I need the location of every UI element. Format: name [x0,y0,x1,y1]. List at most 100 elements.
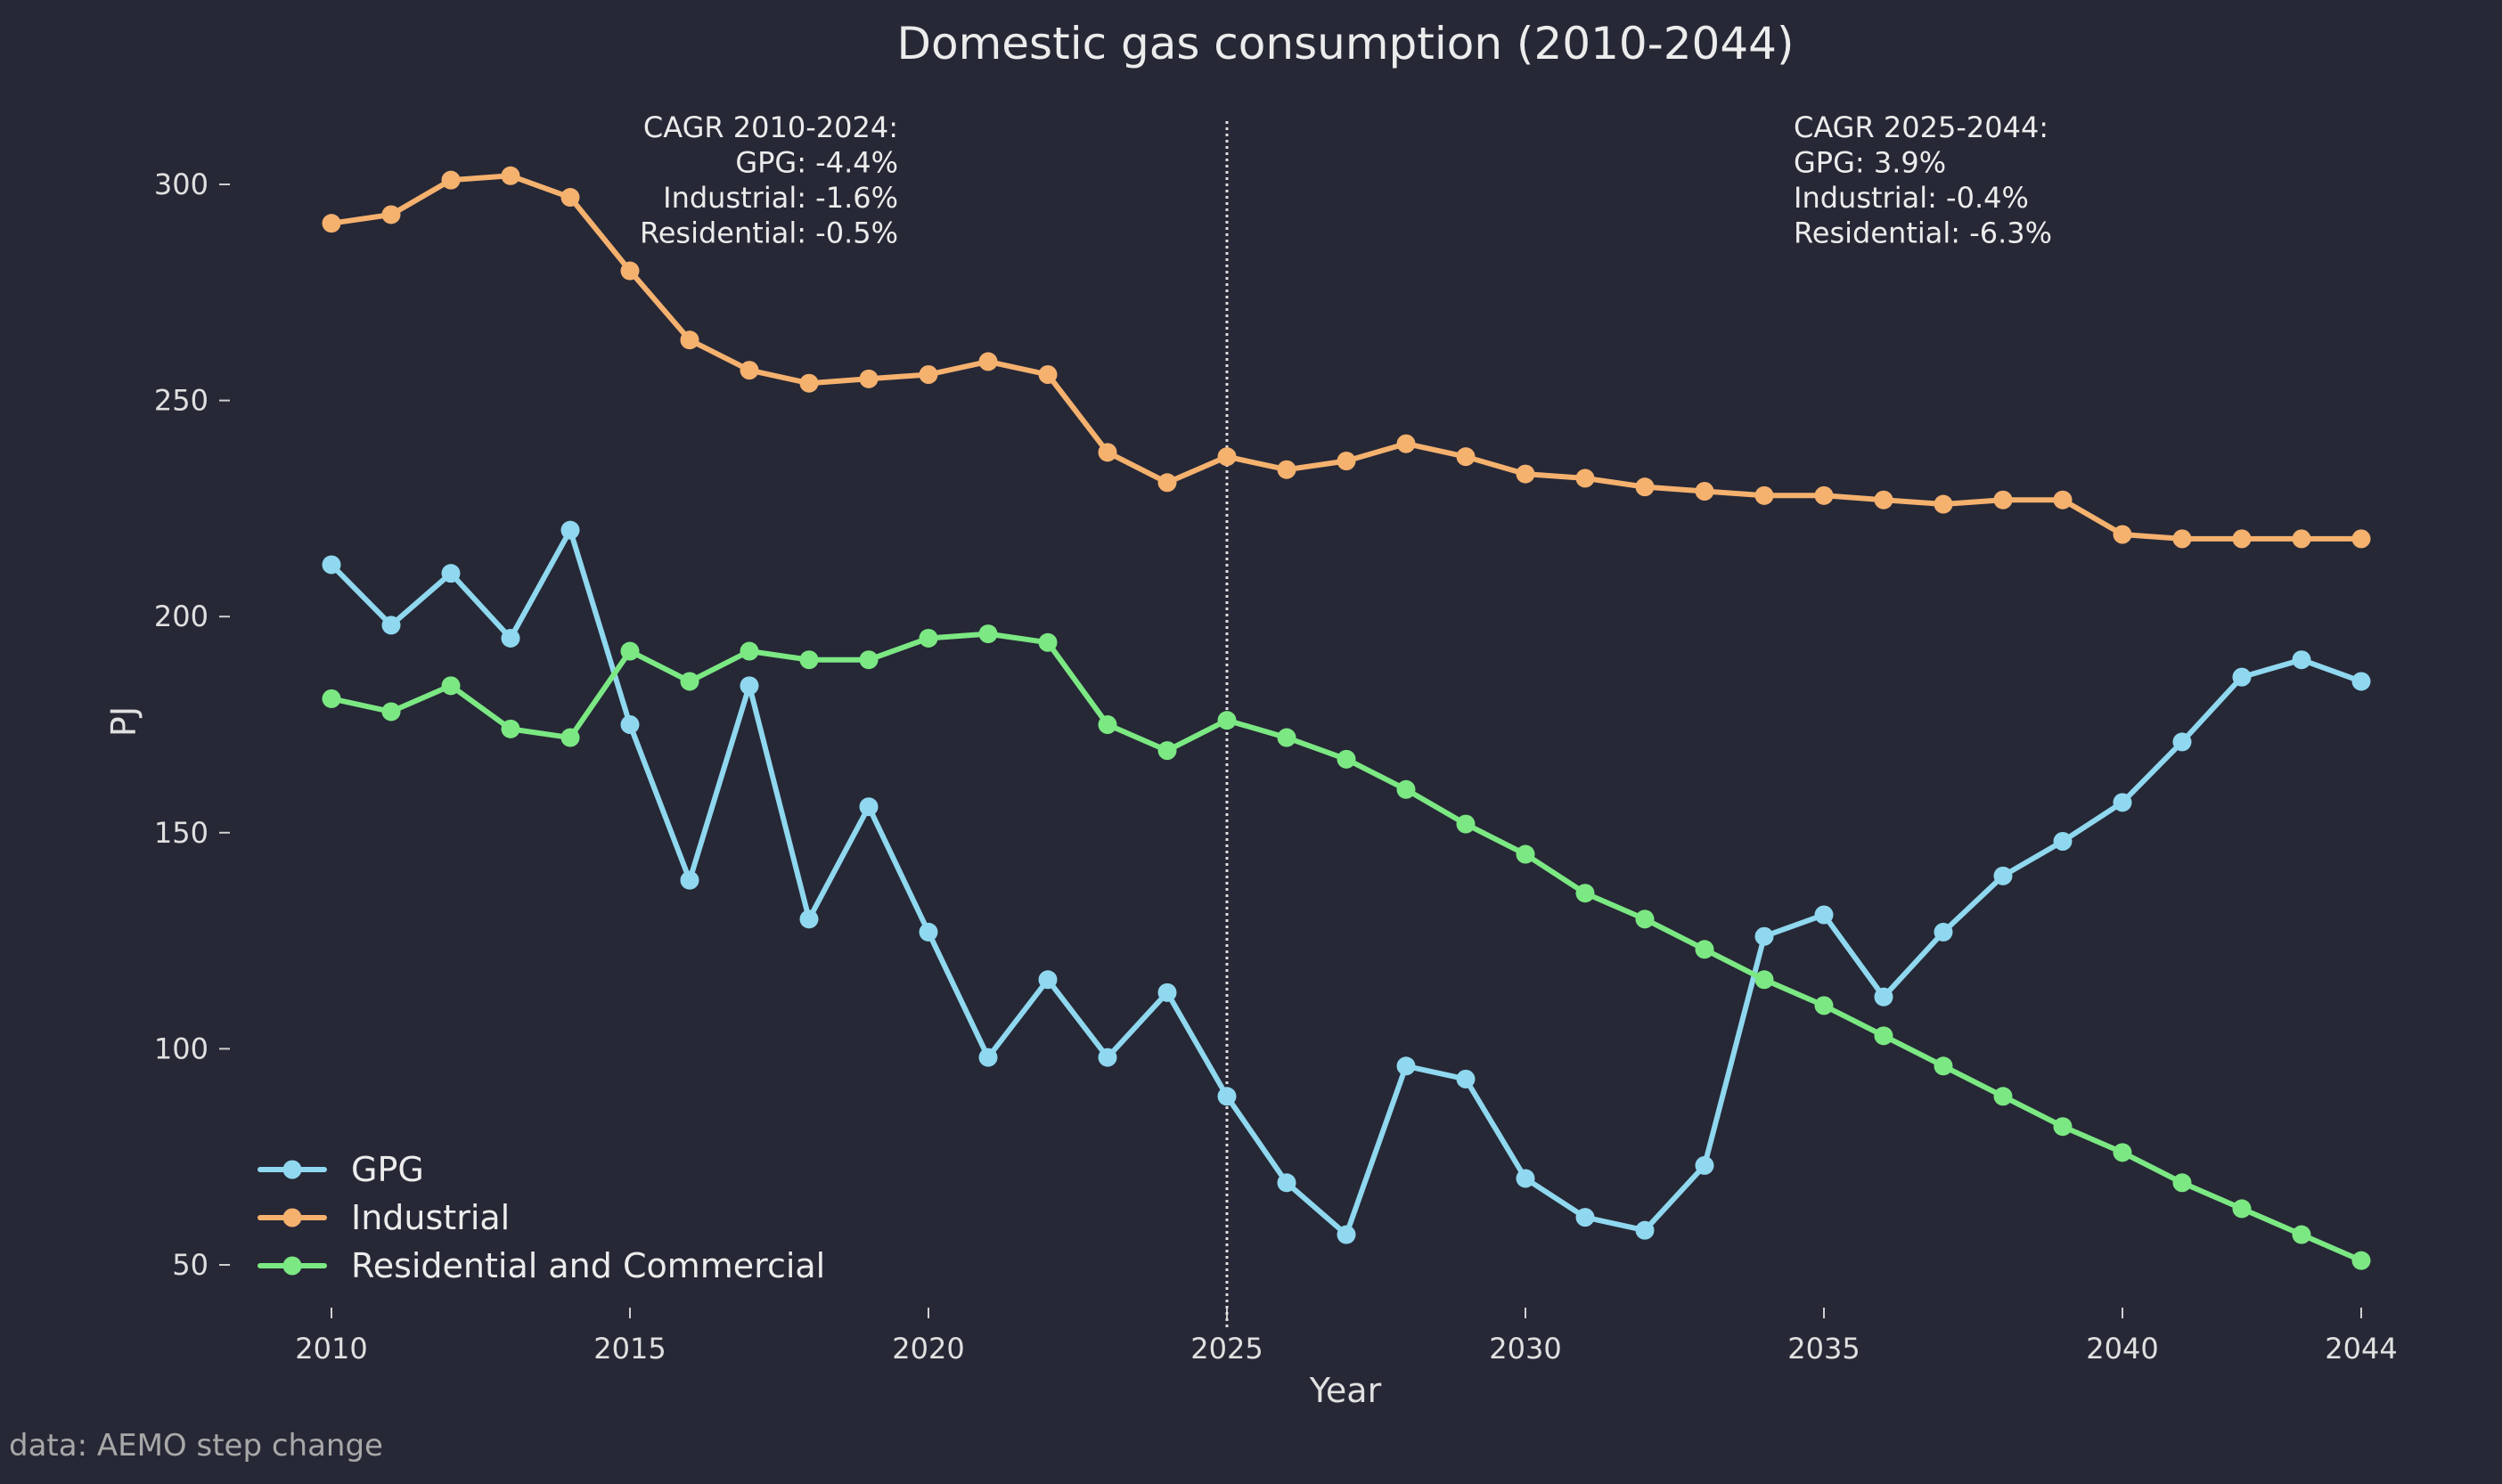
point-residential-and-commercial [1814,996,1834,1015]
point-gpg [1575,1208,1595,1227]
annotation-right: CAGR 2025-2044:GPG: 3.9%Industrial: -0.4… [1794,110,2052,250]
point-residential-and-commercial [2351,1251,2371,1270]
point-gpg [1396,1056,1416,1076]
point-gpg [620,715,640,734]
point-industrial [2113,525,2132,544]
point-gpg [1456,1069,1476,1089]
point-gpg [1516,1169,1535,1188]
point-industrial [1098,443,1117,462]
annotation-right-line: CAGR 2025-2044: [1794,110,2048,144]
point-industrial [1038,364,1058,384]
x-tick-label: 2030 [1489,1332,1561,1366]
y-tick-label: 300 [154,167,208,201]
x-tick-label: 2035 [1787,1332,1860,1366]
legend-label-residential-and-commercial: Residential and Commercial [351,1246,825,1285]
point-residential-and-commercial [859,650,879,670]
legend-marker-gpg [282,1160,302,1179]
point-gpg [1814,905,1834,925]
point-industrial [919,364,938,384]
point-gpg [1874,987,1893,1007]
point-industrial [1516,464,1535,484]
point-residential-and-commercial [2053,1117,2073,1137]
point-industrial [620,261,640,281]
point-residential-and-commercial [1993,1087,2013,1106]
point-residential-and-commercial [2172,1173,2192,1193]
point-residential-and-commercial [441,676,461,696]
point-residential-and-commercial [2232,1199,2252,1219]
point-industrial [1814,485,1834,505]
y-tick-label: 50 [172,1248,208,1282]
point-industrial [1217,447,1237,467]
point-industrial [322,214,341,233]
y-tick-label: 150 [154,816,208,850]
point-gpg [1754,926,1774,946]
point-residential-and-commercial [1874,1026,1893,1046]
point-industrial [2292,529,2311,549]
x-tick-label: 2040 [2086,1332,2158,1366]
series-layer [322,166,2371,1270]
point-industrial [1993,490,2013,510]
point-industrial [1695,481,1714,501]
x-axis-label: Year [1309,1371,1382,1410]
point-gpg [1277,1173,1296,1193]
y-axis-label: PJ [104,706,143,737]
point-residential-and-commercial [1575,884,1595,903]
annotation-right-line: Residential: -6.3% [1794,216,2052,250]
chart-title: Domestic gas consumption (2010-2044) [897,18,1795,69]
point-residential-and-commercial [1396,779,1416,799]
point-industrial [740,361,759,380]
point-residential-and-commercial [1635,909,1655,929]
point-gpg [919,922,938,942]
annotation-right-line: GPG: 3.9% [1794,146,1946,180]
point-industrial [2172,529,2192,549]
point-residential-and-commercial [1516,844,1535,864]
point-industrial [978,352,998,371]
point-industrial [1456,447,1476,467]
legend-marker-residential-and-commercial [282,1256,302,1276]
point-gpg [441,564,461,583]
x-tick-label: 2044 [2325,1332,2397,1366]
point-industrial [1635,477,1655,497]
point-residential-and-commercial [2292,1225,2311,1244]
point-gpg [2292,650,2311,670]
point-gpg [1993,866,2013,885]
point-residential-and-commercial [381,702,401,722]
annotation-left: CAGR 2010-2024:GPG: -4.4%Industrial: -1.… [640,110,898,250]
point-residential-and-commercial [978,624,998,644]
point-residential-and-commercial [620,641,640,661]
point-industrial [1396,434,1416,453]
point-industrial [2232,529,2252,549]
x-tick-label: 2015 [593,1332,666,1366]
point-residential-and-commercial [1456,814,1476,834]
point-industrial [1157,473,1177,493]
legend: GPG Industrial Residential and Commercial [258,1150,825,1285]
annotation-left-line: GPG: -4.4% [735,146,898,180]
point-gpg [2113,793,2132,812]
point-gpg [1695,1155,1714,1175]
point-gpg [1217,1087,1237,1106]
point-gpg [740,676,759,696]
x-tick-label: 2010 [295,1332,367,1366]
point-residential-and-commercial [501,719,520,738]
point-industrial [501,166,520,185]
point-residential-and-commercial [1157,741,1177,761]
point-residential-and-commercial [1337,749,1356,769]
point-residential-and-commercial [2113,1143,2132,1162]
point-gpg [501,628,520,648]
point-gpg [2232,667,2252,687]
point-gpg [1038,970,1058,990]
point-industrial [1575,469,1595,488]
point-industrial [2351,529,2371,549]
point-residential-and-commercial [1695,940,1714,959]
point-gpg [799,909,819,929]
point-gpg [322,555,341,575]
point-gpg [1934,922,1953,942]
point-gpg [859,797,879,817]
x-axis: 2010 2015 2020 2025 2030 2035 2040 2044 [295,1308,2398,1366]
legend-label-industrial: Industrial [351,1198,510,1237]
point-gpg [381,616,401,635]
point-gpg [1157,983,1177,1002]
y-tick-label: 250 [154,384,208,418]
